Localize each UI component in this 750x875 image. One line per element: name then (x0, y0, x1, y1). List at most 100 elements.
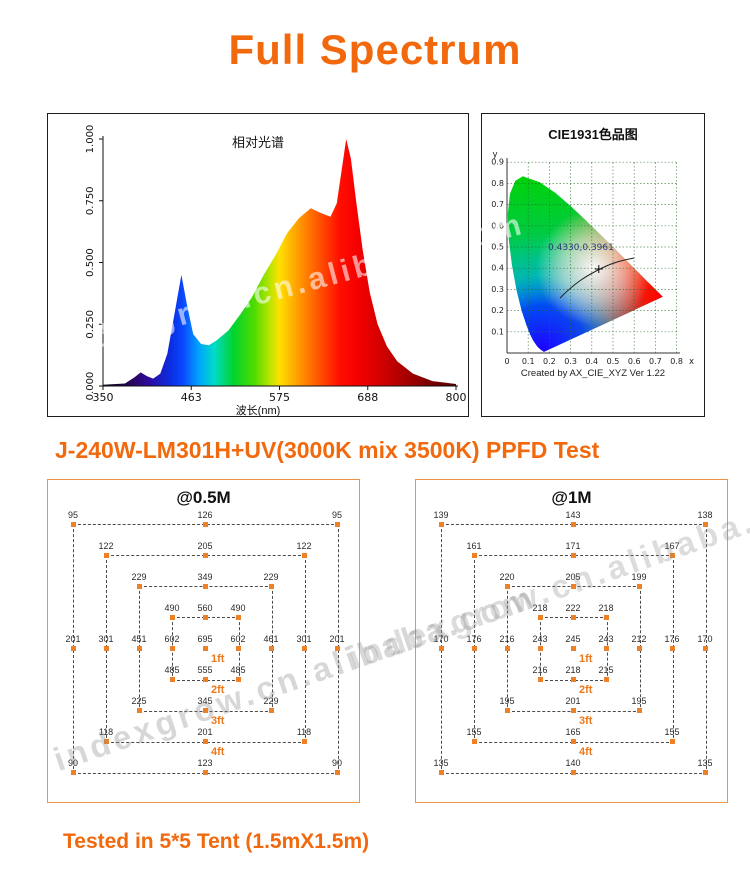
ring-label-2ft: 2ft (211, 684, 225, 696)
ppfd-value: 95 (67, 510, 78, 520)
ppfd-panel-05m: @0.5M 1ft 2ft 3ft 4ft 95 126 95 122 205 122 229 349… (47, 479, 360, 803)
measurement-point (302, 646, 307, 651)
ppfd-value: 485 (164, 665, 180, 675)
ppfd-value: 695 (197, 634, 213, 644)
measurement-point (604, 677, 609, 682)
ppfd-value: 165 (565, 727, 581, 737)
ppfd-value: 155 (466, 727, 482, 737)
measurement-point (703, 522, 708, 527)
ppfd-value: 170 (697, 634, 713, 644)
y-tick-label: 0.7 (491, 200, 504, 209)
measurement-point (538, 615, 543, 620)
measurement-point (571, 677, 576, 682)
spectrum-chart-panel: 350 463 575 688 800 1.000 0.750 0.500 0.250 0.000… (47, 113, 469, 417)
spectrum-x-axis-label: 波长(nm) (235, 405, 281, 417)
spectrum-axes (102, 136, 458, 387)
x-tick-label: 0.2 (543, 357, 556, 366)
x-tick-label: 0.1 (522, 357, 535, 366)
ppfd-panel-title: @0.5M (176, 488, 231, 507)
x-tick-label: 575 (269, 391, 290, 404)
measurement-point (335, 770, 340, 775)
ppfd-value: 229 (263, 696, 279, 706)
ppfd-value: 301 (296, 634, 312, 644)
ppfd-value: 301 (98, 634, 114, 644)
ppfd-value: 243 (532, 634, 548, 644)
ring-label-4ft: 4ft (211, 746, 225, 758)
x-axis-letter: x (689, 357, 694, 367)
cie-credit: Created by AX_CIE_XYZ Ver 1.22 (520, 368, 666, 379)
measurement-point (571, 646, 576, 651)
ppfd-value: 229 (263, 572, 279, 582)
ppfd-value: 485 (230, 665, 246, 675)
measurement-point (703, 646, 708, 651)
ppfd-value: 171 (565, 541, 581, 551)
ppfd-value: 218 (598, 603, 614, 613)
measurement-point (170, 677, 175, 682)
ppfd-value: 220 (499, 572, 515, 582)
ppfd-value: 195 (499, 696, 515, 706)
measurement-point (137, 584, 142, 589)
planckian-locus (559, 257, 635, 299)
measurement-point (137, 646, 142, 651)
measurement-point (703, 770, 708, 775)
spectrum-ticks: 350 463 575 688 800 1.000 0.750 0.500 0.250 0.000 (85, 125, 467, 404)
ppfd-value: 135 (697, 758, 713, 768)
spectrum-chart: 350 463 575 688 800 1.000 0.750 0.500 0.250 0.000 (85, 125, 467, 404)
measurement-point (571, 770, 576, 775)
ppfd-value: 170 (433, 634, 449, 644)
ppfd-value: 138 (697, 510, 713, 520)
ring-label-1ft: 1ft (211, 653, 225, 665)
x-tick-label: 0.5 (607, 357, 620, 366)
y-tick-label: 0.2 (491, 306, 504, 315)
measurement-point (203, 646, 208, 651)
ppfd-value: 345 (197, 696, 213, 706)
measurement-point (637, 708, 642, 713)
y-tick-label: 0.250 (85, 310, 96, 339)
ring-label-2ft: 2ft (579, 684, 593, 696)
measurement-point (269, 646, 274, 651)
x-tick-label: 800 (446, 391, 467, 404)
ppfd-value: 212 (631, 634, 647, 644)
ppfd-value: 95 (331, 510, 342, 520)
x-tick-label: 463 (181, 391, 202, 404)
measurement-point (203, 770, 208, 775)
ppfd-value: 602 (164, 634, 180, 644)
measurement-point (538, 646, 543, 651)
measurement-point (604, 646, 609, 651)
ppfd-value: 199 (631, 572, 647, 582)
measurement-point (203, 708, 208, 713)
ppfd-value: 222 (565, 603, 581, 613)
cie-point-label: 0.4330,0.3961 (548, 243, 614, 253)
ring-label-3ft: 3ft (211, 715, 225, 727)
measurement-point (302, 739, 307, 744)
ppfd-value: 135 (433, 758, 449, 768)
measurement-point (203, 615, 208, 620)
x-tick-label: 0.6 (628, 357, 641, 366)
measurement-point (472, 553, 477, 558)
y-tick-label: 0.3 (491, 285, 504, 294)
ppfd-value: 490 (164, 603, 180, 613)
measurement-point (203, 677, 208, 682)
measurement-point (571, 553, 576, 558)
measurement-point (505, 646, 510, 651)
measurement-point (137, 708, 142, 713)
ppfd-value: 201 (197, 727, 213, 737)
ppfd-value: 602 (230, 634, 246, 644)
measurement-point (571, 584, 576, 589)
x-tick-label: 0 (504, 357, 509, 366)
ppfd-value: 139 (433, 510, 449, 520)
ppfd-value: 451 (131, 634, 147, 644)
ppfd-value: 143 (565, 510, 581, 520)
x-tick-label: 0.7 (649, 357, 662, 366)
measurement-point (203, 739, 208, 744)
y-tick-label: 0.5 (491, 243, 504, 252)
y-tick-label: 0.000 (85, 372, 96, 401)
measurement-point (571, 708, 576, 713)
x-tick-label: 0.8 (670, 357, 683, 366)
measurement-point (472, 646, 477, 651)
ppfd-value: 205 (197, 541, 213, 551)
ppfd-panel-title: @1M (551, 488, 592, 507)
ppfd-value: 555 (197, 665, 213, 675)
ppfd-value: 122 (98, 541, 114, 551)
